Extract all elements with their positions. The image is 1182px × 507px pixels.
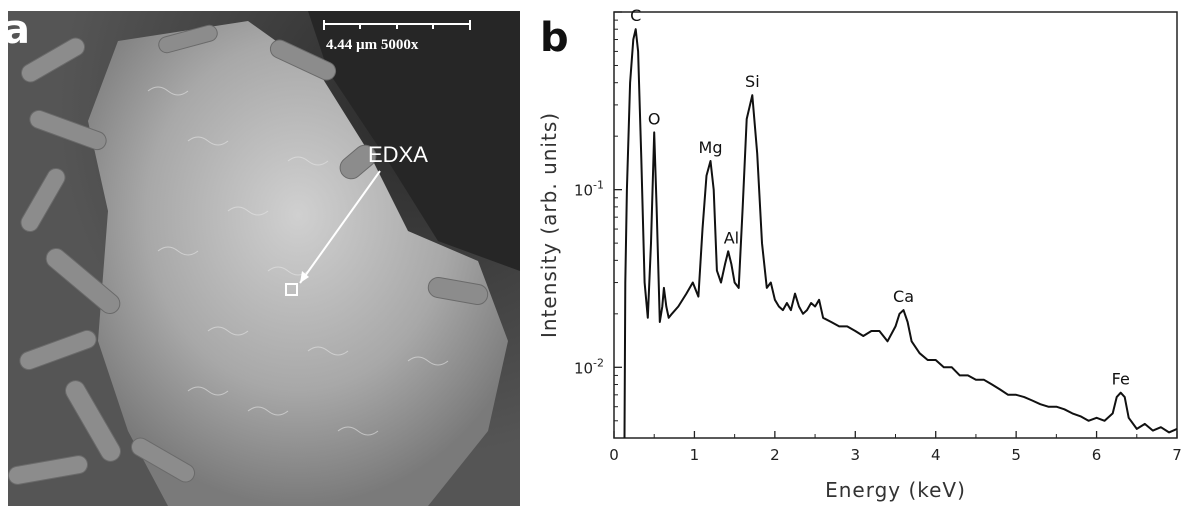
x-tick-label: 3 — [851, 446, 861, 464]
chart-annotations: C O Mg Al Si Ca Fe — [630, 6, 1130, 388]
y-axis-title: Intensity (arb. units) — [537, 112, 561, 338]
peak-label-fe: Fe — [1112, 370, 1130, 389]
sem-micrograph-panel — [8, 11, 520, 506]
spectrum-line — [623, 28, 1178, 439]
x-tick-label: 6 — [1092, 446, 1102, 464]
y-tick-label: 10-1 — [574, 179, 604, 200]
sem-micrograph-image — [8, 11, 520, 506]
y-tick-label: 10-2 — [574, 356, 604, 377]
peak-label-o: O — [648, 109, 661, 128]
edxa-arrow-head — [300, 271, 309, 283]
rod-bacteria-group — [8, 24, 489, 485]
scale-bar-label: 4.44 µm 5000x — [326, 37, 419, 53]
edxa-arrow — [299, 170, 381, 284]
peak-label-ca: Ca — [893, 287, 914, 306]
panel-letter-b: b — [540, 15, 569, 61]
x-tick-label: 1 — [690, 446, 700, 464]
edxa-marker-box — [285, 283, 298, 296]
x-tick-label: 5 — [1011, 446, 1021, 464]
peak-label-mg: Mg — [699, 138, 723, 157]
scale-bar — [323, 20, 471, 30]
peak-label-al: Al — [724, 228, 739, 247]
edx-spectrum-chart: 0 1 2 3 4 5 6 7 10-2 10-1 C O Mg Al Si Ca Fe Energy (ke… — [537, 6, 1182, 502]
x-tick-label: 0 — [609, 446, 619, 464]
x-tick-label: 7 — [1172, 446, 1182, 464]
chart-axes: 0 1 2 3 4 5 6 7 10-2 10-1 — [574, 11, 1182, 464]
panel-letter-a: a — [3, 7, 30, 53]
x-tick-label: 4 — [931, 446, 941, 464]
peak-label-c: C — [630, 6, 641, 25]
peak-label-si: Si — [745, 72, 760, 91]
x-tick-label: 2 — [770, 446, 780, 464]
chart-series — [623, 28, 1178, 439]
plot-frame — [613, 11, 1178, 439]
edxa-label: EDXA — [368, 142, 428, 167]
x-axis-title: Energy (keV) — [825, 478, 966, 502]
